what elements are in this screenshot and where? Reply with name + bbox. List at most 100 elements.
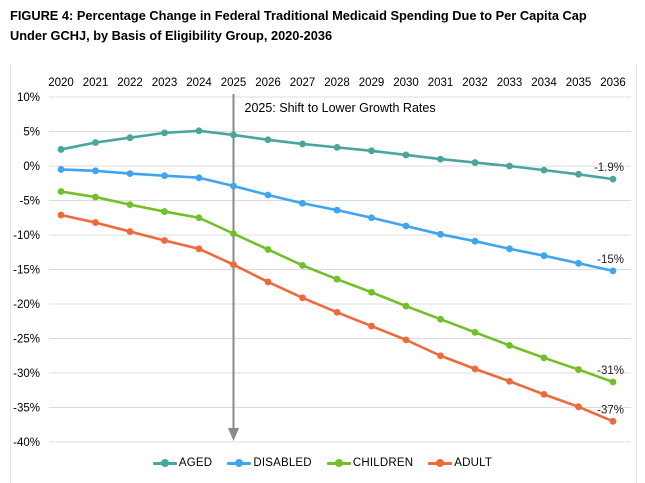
data-point-adult — [609, 417, 617, 425]
data-point-adult — [402, 336, 410, 344]
x-tick-label: 2029 — [359, 77, 385, 89]
data-point-children — [195, 214, 203, 222]
data-point-disabled — [92, 167, 99, 175]
y-tick-label: -35% — [13, 403, 40, 415]
data-point-adult — [230, 261, 237, 269]
data-point-children — [402, 302, 410, 310]
legend-label: AGED — [178, 457, 213, 469]
y-tick-label: -10% — [13, 230, 40, 242]
data-point-aged — [540, 166, 548, 174]
y-tick-label: 10% — [17, 92, 40, 104]
x-tick-label: 2030 — [393, 77, 419, 89]
end-label-adult: -37% — [597, 404, 624, 416]
data-point-disabled — [609, 267, 617, 275]
figure-title-line-2: Under GCHJ, by Basis of Eligibility Grou… — [10, 28, 333, 44]
y-tick-label: -20% — [13, 299, 40, 311]
x-tick-label: 2022 — [117, 77, 143, 89]
x-tick-label: 2025 — [221, 77, 247, 89]
data-point-disabled — [506, 245, 513, 253]
annotation-text: 2025: Shift to Lower Growth Rates — [245, 101, 436, 115]
data-point-children — [437, 315, 444, 323]
line-chart: 10% 5% 0% -5% -10% -15% -20% -25% -30% -35% -40% 20… — [13, 77, 631, 449]
y-tick-label: -30% — [13, 368, 40, 380]
data-point-aged — [333, 143, 341, 151]
data-point-children — [57, 188, 65, 195]
data-point-adult — [437, 352, 444, 360]
legend-marker-icon — [326, 459, 351, 467]
data-point-disabled — [333, 206, 341, 214]
data-point-children — [333, 275, 341, 283]
data-point-children — [92, 193, 99, 201]
legend-marker-icon — [227, 459, 252, 467]
data-point-children — [161, 208, 168, 215]
data-point-children — [230, 230, 237, 238]
legend-marker-icon — [428, 459, 453, 467]
data-point-aged — [126, 134, 134, 142]
y-tick-label: 0% — [23, 161, 40, 173]
data-point-disabled — [471, 237, 479, 245]
x-tick-label: 2023 — [152, 77, 178, 89]
data-point-disabled — [195, 174, 203, 182]
data-point-aged — [161, 129, 168, 137]
x-tick-label: 2027 — [290, 77, 316, 89]
legend-item-adult: ADULT — [428, 457, 492, 469]
end-label-disabled: -15% — [597, 254, 624, 266]
data-point-adult — [195, 245, 203, 253]
series-line-aged — [59, 129, 615, 181]
data-point-aged — [506, 162, 513, 170]
x-tick-label: 2036 — [600, 77, 626, 89]
x-tick-label: 2024 — [186, 77, 212, 89]
data-point-aged — [368, 147, 375, 155]
legend-label: DISABLED — [253, 457, 312, 469]
data-point-children — [506, 342, 513, 349]
end-label-children: -31% — [597, 365, 624, 377]
annotation-arrow-head — [228, 428, 239, 441]
series-line-disabled — [59, 168, 615, 273]
data-point-disabled — [540, 252, 548, 260]
data-point-aged — [402, 151, 410, 159]
x-tick-label: 2031 — [428, 77, 454, 89]
y-tick-label: -15% — [13, 265, 40, 277]
data-point-adult — [575, 403, 582, 411]
data-point-adult — [126, 228, 134, 235]
data-point-adult — [264, 278, 272, 286]
data-point-adult — [161, 237, 168, 244]
data-point-adult — [471, 365, 479, 373]
legend-label: ADULT — [454, 457, 493, 469]
x-tick-label: 2034 — [531, 77, 557, 89]
x-tick-label: 2033 — [497, 77, 523, 89]
y-tick-label: -5% — [20, 196, 40, 208]
x-tick-label: 2020 — [48, 77, 74, 89]
y-tick-label: -40% — [13, 437, 40, 449]
data-point-aged — [575, 170, 582, 178]
legend-item-aged: AGED — [152, 457, 213, 469]
data-point-aged — [471, 159, 479, 166]
data-point-children — [575, 366, 582, 373]
data-point-disabled — [368, 214, 375, 222]
data-point-disabled — [437, 230, 444, 238]
data-point-children — [126, 201, 134, 209]
data-point-children — [299, 261, 306, 269]
chart-area: 10% 5% 0% -5% -10% -15% -20% -25% -30% -35% -40% 20… — [10, 64, 637, 483]
data-point-adult — [57, 211, 65, 219]
x-tick-label: 2035 — [566, 77, 592, 89]
x-tick-label: 2028 — [324, 77, 350, 89]
data-point-aged — [230, 131, 237, 139]
data-point-adult — [506, 377, 513, 385]
data-point-adult — [333, 308, 341, 316]
data-point-children — [264, 246, 272, 253]
data-point-children — [609, 378, 617, 386]
y-tick-label: 5% — [23, 127, 40, 139]
legend-label: CHILDREN — [352, 457, 414, 469]
figure-title-line-1: FIGURE 4: Percentage Change in Federal T… — [10, 8, 587, 23]
data-point-aged — [437, 155, 444, 163]
data-point-disabled — [264, 191, 272, 199]
data-point-disabled — [161, 172, 168, 180]
data-point-aged — [264, 136, 272, 144]
legend-item-disabled: DISABLED — [227, 457, 312, 469]
y-tick-label: -25% — [13, 334, 40, 346]
x-tick-label: 2026 — [255, 77, 281, 89]
data-point-disabled — [126, 170, 134, 177]
data-point-disabled — [402, 222, 410, 230]
data-point-children — [471, 328, 479, 336]
